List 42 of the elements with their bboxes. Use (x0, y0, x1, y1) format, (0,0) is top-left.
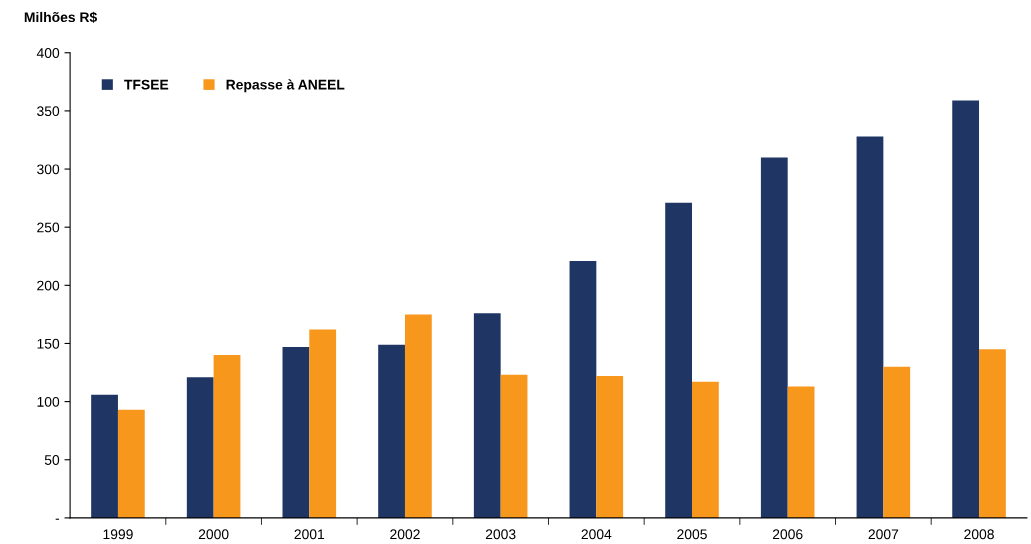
bar (186, 377, 214, 518)
x-tick-label: 2008 (964, 529, 994, 540)
bar (856, 136, 884, 518)
bar (309, 329, 337, 518)
y-tick-label: 400 (36, 48, 60, 58)
y-tick-label: - (55, 518, 60, 520)
bar (979, 349, 1006, 518)
bar (787, 386, 815, 518)
y-tick-label: 350 (37, 106, 60, 117)
bar (473, 313, 501, 518)
bar (282, 346, 310, 518)
bar (952, 100, 980, 518)
bar (665, 202, 693, 518)
x-tick-label: 2000 (198, 529, 229, 540)
y-tick-label: 300 (37, 164, 60, 175)
bar (596, 376, 624, 518)
y-tick-label: 200 (37, 280, 60, 291)
legend-label: Repasse à ANEEL (226, 79, 345, 93)
bar (692, 381, 719, 518)
x-tick-label: 2005 (677, 529, 707, 540)
y-tick-label: 250 (37, 222, 60, 233)
x-tick-label: 2003 (485, 529, 516, 540)
x-tick-label: 2004 (581, 529, 612, 540)
bar (883, 366, 911, 518)
legend-label: TFSEE (124, 79, 169, 90)
bar (378, 344, 405, 518)
bar (500, 374, 528, 518)
bar (760, 157, 788, 518)
x-tick-label: 2002 (390, 529, 420, 540)
y-tick-label: 50 (44, 455, 60, 465)
bar (404, 314, 432, 518)
y-axis-title: Milhões R$ (24, 11, 98, 24)
x-tick-label: 1999 (103, 529, 133, 540)
y-tick-label: 150 (37, 338, 60, 349)
bar (91, 394, 118, 518)
bar (213, 355, 241, 518)
bar (569, 260, 597, 518)
x-tick-label: 2001 (294, 529, 325, 540)
x-tick-label: 2006 (772, 529, 803, 540)
bar (117, 409, 145, 518)
y-tick-label: 100 (37, 396, 60, 407)
x-tick-label: 2007 (868, 529, 899, 540)
